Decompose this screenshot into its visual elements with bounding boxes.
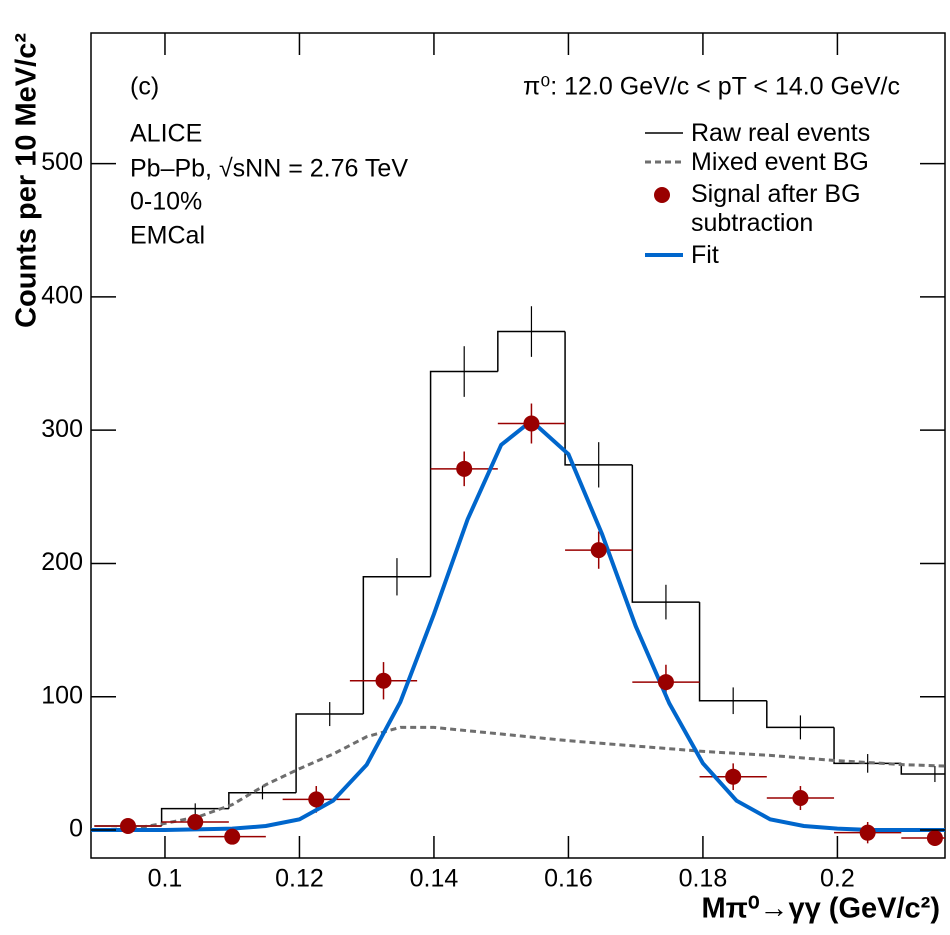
y-tick-label: 300 (41, 415, 83, 443)
histogram-bin (429, 370, 498, 577)
histogram-bin (295, 713, 364, 793)
x-tick-label: 0.2 (820, 865, 855, 893)
x-axis-label: Mπ⁰→γγ (GeV/c²) (702, 893, 941, 925)
legend-swatch (654, 187, 670, 203)
data-point (725, 768, 742, 785)
y-tick-label: 200 (41, 548, 83, 576)
y-tick-label: 100 (41, 681, 83, 709)
legend-label: Raw real events (691, 119, 871, 147)
data-point (224, 828, 241, 845)
data-point (375, 672, 392, 689)
histogram-bin (900, 763, 945, 775)
annotation: Pb–Pb, √sNN = 2.76 TeV (130, 155, 408, 183)
y-tick-label: 0 (69, 815, 83, 843)
legend-label: Fit (691, 241, 719, 269)
y-axis-label: Counts per 10 MeV/c² (11, 33, 43, 328)
data-point (119, 818, 136, 835)
line (91, 725, 945, 832)
histogram-bin (497, 330, 566, 372)
data-point (308, 791, 325, 808)
histogram-bin (228, 791, 297, 809)
line (91, 418, 945, 833)
histogram-bin (698, 602, 767, 702)
data-point (657, 674, 674, 691)
data-point (859, 824, 876, 841)
panel-label: (c) (130, 73, 159, 101)
x-tick-label: 0.1 (148, 865, 183, 893)
histogram-bin (160, 807, 229, 827)
plot-frame (90, 32, 946, 859)
data-point (926, 830, 943, 847)
histogram-bin (766, 700, 835, 729)
annotation: 0-10% (130, 188, 202, 216)
legend-label: Mixed event BG (691, 148, 869, 176)
histogram-bin (564, 331, 633, 466)
y-tick-label: 400 (41, 282, 83, 310)
histogram-bin (362, 576, 431, 715)
annotation: π⁰: 12.0 GeV/c < pT < 14.0 GeV/c (523, 73, 900, 101)
annotation: ALICE (130, 120, 202, 148)
data-point (792, 790, 809, 807)
x-tick-label: 0.18 (679, 865, 728, 893)
legend-label: Signal after BG subtraction (691, 180, 861, 237)
histogram-bin (631, 464, 700, 603)
data-point (523, 415, 540, 432)
data-layer (91, 306, 945, 847)
y-tick-label: 500 (41, 148, 83, 176)
data-point (456, 460, 473, 477)
x-tick-label: 0.12 (275, 865, 324, 893)
data-point (590, 542, 607, 559)
data-point (187, 814, 204, 831)
x-tick-label: 0.14 (410, 865, 459, 893)
annotation: EMCal (130, 222, 205, 250)
x-tick-label: 0.16 (544, 865, 593, 893)
